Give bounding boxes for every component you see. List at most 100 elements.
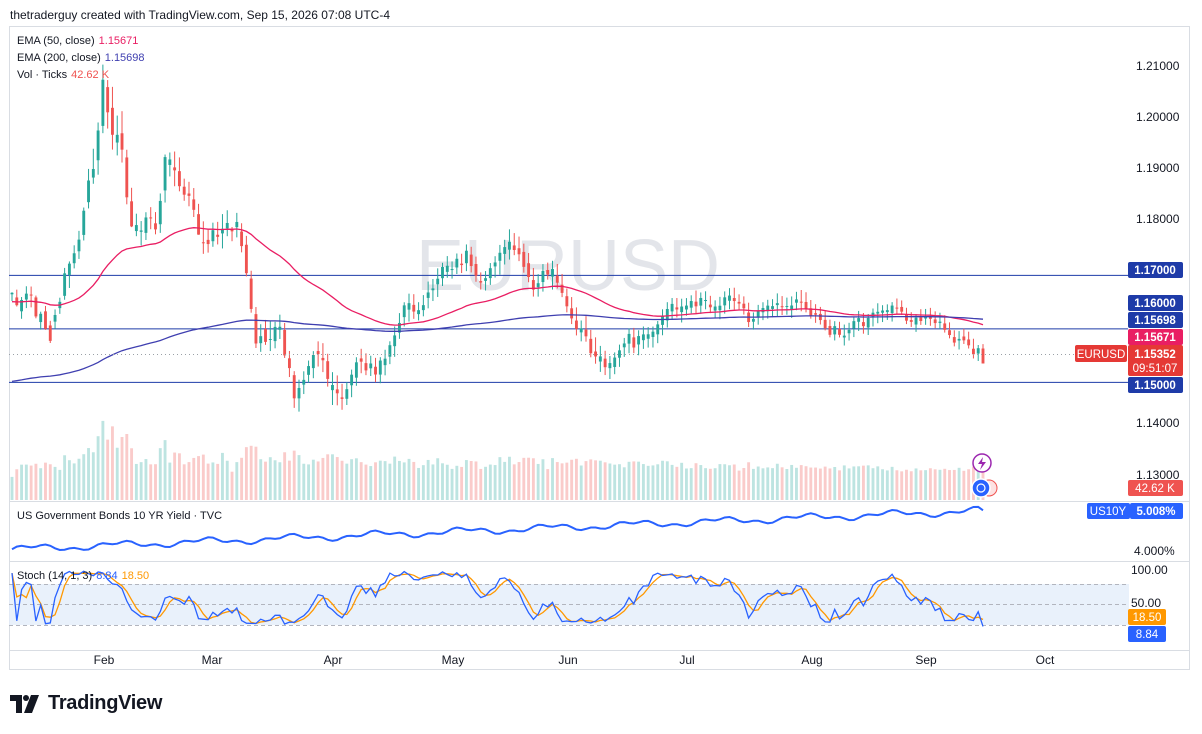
volume-bar: [417, 467, 421, 500]
candle-body: [718, 305, 722, 311]
candle-body: [560, 284, 564, 293]
candle-body: [10, 292, 14, 295]
candle-body: [751, 318, 755, 322]
volume-legend[interactable]: Vol · Ticks 42.62 K: [17, 69, 109, 81]
volume-bar: [608, 463, 612, 500]
candle-body: [627, 333, 631, 344]
candle-body: [53, 314, 57, 322]
stoch-legend-label: Stoch (14, 1, 3): [17, 570, 93, 582]
volume-bars: [10, 420, 985, 500]
candle-body: [144, 217, 148, 233]
candle-body: [723, 297, 727, 306]
volume-bar: [646, 465, 650, 500]
candle-body: [91, 169, 95, 178]
volume-bar: [675, 466, 679, 500]
lightning-icon[interactable]: [978, 457, 986, 470]
stoch-axis-tick: 100.00: [1131, 563, 1168, 577]
level-tag-text: 1.17000: [1134, 265, 1176, 277]
volume-bar: [350, 459, 354, 500]
candle-body: [130, 201, 134, 227]
volume-bar: [761, 468, 765, 500]
volume-bar: [82, 454, 86, 500]
candle-body: [833, 326, 837, 335]
candle-body: [264, 329, 267, 342]
candle-body: [345, 389, 349, 399]
volume-bar: [570, 459, 574, 500]
candle-body: [44, 311, 47, 329]
volume-bar: [565, 462, 569, 500]
volume-bar: [905, 469, 908, 500]
us10y-legend[interactable]: US Government Bonds 10 YR Yield · TVC: [17, 510, 222, 522]
volume-bar: [72, 463, 76, 500]
us10y-symbol-text: US10Y: [1090, 506, 1127, 518]
volume-legend-label: Vol · Ticks: [17, 69, 68, 81]
volume-bar: [441, 463, 444, 500]
candle-body: [527, 263, 531, 278]
candle-body: [111, 107, 114, 135]
volume-bar: [221, 452, 224, 500]
candle-body: [689, 301, 693, 308]
volume-bar: [900, 471, 904, 500]
volume-bar: [378, 460, 382, 500]
candle-body: [321, 357, 325, 361]
flag-icon[interactable]: [976, 483, 986, 493]
candle-body: [637, 336, 641, 345]
candle-body: [971, 348, 975, 355]
volume-bar: [63, 455, 67, 500]
volume-bar: [895, 470, 899, 500]
volume-bar: [240, 457, 244, 500]
ema200-legend[interactable]: EMA (200, close) 1.15698: [17, 52, 145, 64]
candle-body: [818, 313, 822, 321]
volume-bar: [718, 464, 722, 500]
candle-body: [704, 300, 708, 302]
stoch-legend[interactable]: Stoch (14, 1, 3) 8.84 18.50: [17, 570, 149, 582]
candle-body: [594, 351, 597, 357]
candle-body: [350, 374, 354, 386]
candle-body: [96, 130, 100, 161]
volume-bar: [579, 465, 583, 500]
candle-body: [154, 223, 157, 230]
volume-bar: [488, 464, 492, 500]
volume-bar: [943, 468, 947, 500]
flag-icon[interactable]: [971, 478, 991, 498]
volume-bar: [890, 466, 894, 500]
ema50-tag-text: 1.15671: [1134, 332, 1176, 344]
volume-bar: [53, 466, 57, 500]
candle-body: [555, 275, 559, 283]
candle-body: [799, 301, 803, 303]
volume-bar: [297, 455, 301, 500]
candle-body: [20, 300, 24, 312]
candle-body: [221, 228, 224, 234]
candle-body: [857, 318, 861, 322]
volume-bar: [268, 457, 272, 500]
volume-bar: [555, 462, 559, 500]
volume-bar: [316, 461, 320, 500]
volume-bar: [311, 459, 315, 500]
candle-body: [503, 247, 507, 254]
volume-bar: [149, 464, 153, 500]
candle-body: [24, 293, 28, 300]
ema200-legend-value: 1.15698: [104, 52, 145, 64]
volume-bar: [833, 467, 837, 500]
candle-body: [378, 360, 382, 375]
volume-bar: [857, 466, 861, 500]
volume-bar: [431, 464, 435, 500]
tradingview-logo[interactable]: TradingView: [10, 692, 162, 715]
volume-bar: [369, 466, 373, 500]
volume-bar: [885, 470, 889, 500]
us10y-legend-label: US Government Bonds 10 YR Yield · TVC: [17, 510, 223, 522]
volume-bar: [44, 462, 47, 500]
candle-body: [732, 298, 736, 302]
candle-body: [158, 200, 162, 225]
candle-body: [661, 316, 664, 325]
ema50-line: [11, 227, 984, 326]
volume-bar: [622, 467, 626, 500]
volume-bar: [120, 437, 124, 500]
price-tick: 1.13000: [1136, 468, 1180, 482]
ema50-legend[interactable]: EMA (50, close) 1.15671: [17, 35, 138, 47]
volume-bar: [450, 468, 454, 500]
candle-body: [426, 292, 430, 298]
volume-bar: [292, 450, 296, 500]
candle-body: [244, 244, 248, 274]
